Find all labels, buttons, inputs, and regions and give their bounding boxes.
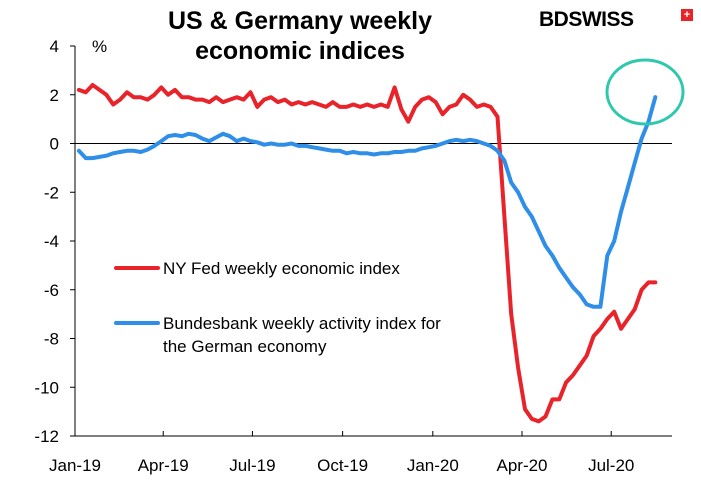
x-tick-label: Jul-20 xyxy=(588,456,634,475)
legend-label-2: Bundesbank weekly activity index for xyxy=(163,314,441,333)
x-tick-label: Apr-19 xyxy=(138,456,189,475)
y-tick-label: 2 xyxy=(50,86,59,105)
x-tick-label: Jan-19 xyxy=(49,456,101,475)
series-layer xyxy=(76,83,658,424)
bdswiss-logo: BDSWISS xyxy=(539,8,634,31)
y-tick-label: -4 xyxy=(44,232,59,251)
legend-label-1: NY Fed weekly economic index xyxy=(163,259,400,278)
legend-label-2: the German economy xyxy=(163,337,327,356)
y-tick-label: -8 xyxy=(44,330,59,349)
axes: 4 2 0 -2 -4 -6 -8 -10 -12 Jan-19 Apr-19 Jul-19 Oct-1… xyxy=(34,37,672,475)
x-tick-label: Oct-19 xyxy=(317,456,368,475)
y-tick-label: -6 xyxy=(44,281,59,300)
highlight-ellipse xyxy=(605,58,685,126)
y-axis-label: % xyxy=(92,37,107,56)
series-line-1 xyxy=(76,83,658,424)
y-tick-label: -12 xyxy=(34,427,59,446)
y-tick-label: -2 xyxy=(44,183,59,202)
y-tick-label: -10 xyxy=(34,378,59,397)
legend: NY Fed weekly economic index Bundesbank w… xyxy=(114,259,441,356)
chart-title-line-1: US & Germany weekly xyxy=(167,7,432,35)
x-tick-label: Jan-20 xyxy=(407,456,459,475)
x-tick-label: Apr-20 xyxy=(496,456,547,475)
series-line-2 xyxy=(76,95,658,309)
chart-title: US & Germany weekly economic indices xyxy=(80,6,520,66)
y-tick-label: 0 xyxy=(50,135,59,154)
y-tick-label: 4 xyxy=(50,37,59,56)
swiss-cross-icon: + xyxy=(681,9,693,21)
x-tick-label: Jul-19 xyxy=(229,456,275,475)
chart-title-line-2: economic indices xyxy=(195,37,405,65)
